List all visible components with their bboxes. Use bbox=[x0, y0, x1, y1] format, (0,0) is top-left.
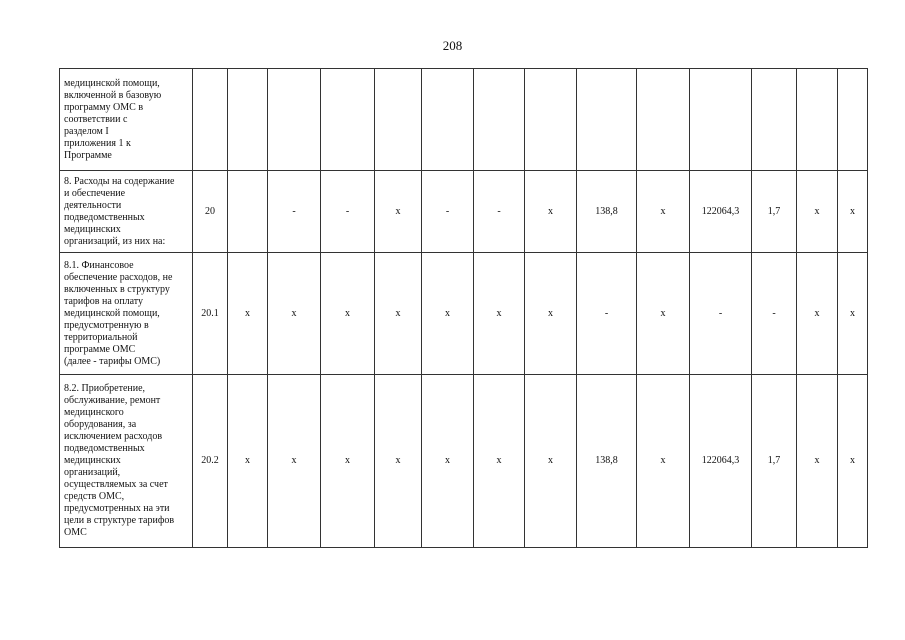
table-cell: x bbox=[267, 374, 321, 548]
row-code-cell: 20 bbox=[192, 170, 228, 253]
table-cell: - bbox=[267, 170, 321, 253]
table-cell bbox=[320, 68, 375, 171]
row-code-cell bbox=[192, 68, 228, 171]
row-label: 8.1. Финансовое обеспечение расходов, не… bbox=[59, 252, 193, 375]
table-cell: - bbox=[751, 252, 797, 375]
table-cell: x bbox=[421, 252, 474, 375]
table-cell: x bbox=[837, 252, 868, 375]
table-cell: x bbox=[796, 252, 838, 375]
table-cell bbox=[421, 68, 474, 171]
table-cell bbox=[576, 68, 637, 171]
table-row: 8. Расходы на содержание и обеспечение д… bbox=[59, 170, 868, 253]
table-row: медицинской помощи, включенной в базовую… bbox=[59, 68, 868, 171]
table-cell: x bbox=[473, 374, 525, 548]
table-cell: x bbox=[796, 170, 838, 253]
table-cell: x bbox=[374, 252, 422, 375]
table-cell: - bbox=[320, 170, 375, 253]
table-cell bbox=[227, 68, 268, 171]
table-cell bbox=[473, 68, 525, 171]
table-cell: x bbox=[267, 252, 321, 375]
table-cell: x bbox=[524, 374, 577, 548]
table-cell: x bbox=[837, 170, 868, 253]
table-cell bbox=[267, 68, 321, 171]
row-label: 8.2. Приобретение, обслуживание, ремонт … bbox=[59, 374, 193, 548]
table-cell: 1,7 bbox=[751, 170, 797, 253]
table-cell: x bbox=[227, 374, 268, 548]
table-cell: 122064,3 bbox=[689, 374, 752, 548]
table-cell bbox=[636, 68, 690, 171]
table-cell: 138,8 bbox=[576, 374, 637, 548]
table-cell: 1,7 bbox=[751, 374, 797, 548]
table-cell: 122064,3 bbox=[689, 170, 752, 253]
table-cell: 138,8 bbox=[576, 170, 637, 253]
table-cell: x bbox=[636, 252, 690, 375]
table-cell: x bbox=[473, 252, 525, 375]
table-cell bbox=[751, 68, 797, 171]
table-cell: x bbox=[636, 170, 690, 253]
table-cell: x bbox=[421, 374, 474, 548]
table-row: 8.2. Приобретение, обслуживание, ремонт … bbox=[59, 374, 868, 548]
data-table: медицинской помощи, включенной в базовую… bbox=[59, 68, 868, 548]
table-cell bbox=[837, 68, 868, 171]
table-cell: x bbox=[227, 252, 268, 375]
table-cell: x bbox=[320, 374, 375, 548]
table-cell: - bbox=[689, 252, 752, 375]
table-cell bbox=[524, 68, 577, 171]
table-cell: x bbox=[796, 374, 838, 548]
table-cell bbox=[227, 170, 268, 253]
table-cell: x bbox=[837, 374, 868, 548]
table-cell: x bbox=[524, 252, 577, 375]
table-cell: - bbox=[576, 252, 637, 375]
table-cell: x bbox=[636, 374, 690, 548]
page-number: 208 bbox=[442, 38, 463, 53]
row-label: 8. Расходы на содержание и обеспечение д… bbox=[59, 170, 193, 253]
table-cell: - bbox=[421, 170, 474, 253]
row-code-cell: 20.2 bbox=[192, 374, 228, 548]
table-cell: x bbox=[374, 374, 422, 548]
table-cell bbox=[796, 68, 838, 171]
table-cell bbox=[689, 68, 752, 171]
table-cell: x bbox=[374, 170, 422, 253]
table-cell: x bbox=[524, 170, 577, 253]
row-code-cell: 20.1 bbox=[192, 252, 228, 375]
table-cell bbox=[374, 68, 422, 171]
table-cell: - bbox=[473, 170, 525, 253]
row-label: медицинской помощи, включенной в базовую… bbox=[59, 68, 193, 171]
table-row: 8.1. Финансовое обеспечение расходов, не… bbox=[59, 252, 868, 375]
table-cell: x bbox=[320, 252, 375, 375]
